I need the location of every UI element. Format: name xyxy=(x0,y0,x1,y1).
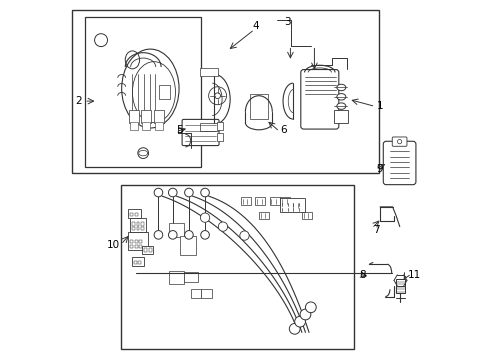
Circle shape xyxy=(214,93,220,99)
Bar xyxy=(135,245,137,248)
Bar xyxy=(149,248,152,252)
Circle shape xyxy=(154,230,163,239)
FancyBboxPatch shape xyxy=(383,141,415,185)
Circle shape xyxy=(201,188,209,197)
Bar xyxy=(132,222,135,226)
Text: 10: 10 xyxy=(106,239,120,249)
Circle shape xyxy=(239,231,249,240)
Bar xyxy=(290,201,301,209)
Text: 4: 4 xyxy=(251,21,258,31)
Bar xyxy=(183,272,198,282)
Bar xyxy=(249,94,267,119)
Bar xyxy=(136,222,139,226)
FancyBboxPatch shape xyxy=(300,69,338,129)
Circle shape xyxy=(294,316,305,327)
FancyBboxPatch shape xyxy=(182,120,219,145)
Bar xyxy=(130,213,133,216)
Bar xyxy=(139,245,142,248)
Bar xyxy=(130,240,133,243)
Bar xyxy=(141,227,144,230)
Circle shape xyxy=(218,222,227,231)
Bar xyxy=(258,212,268,220)
Bar xyxy=(128,232,147,250)
Bar xyxy=(159,85,170,99)
Bar xyxy=(142,246,153,253)
Text: 6: 6 xyxy=(280,125,286,135)
Text: 1: 1 xyxy=(376,102,382,112)
Bar xyxy=(241,197,250,205)
Bar xyxy=(199,68,217,76)
Bar xyxy=(169,271,183,284)
Text: 11: 11 xyxy=(407,270,420,280)
Bar xyxy=(121,185,353,348)
Text: 3: 3 xyxy=(284,17,290,27)
FancyBboxPatch shape xyxy=(391,137,406,146)
Circle shape xyxy=(138,148,148,158)
Bar xyxy=(135,240,137,243)
Circle shape xyxy=(154,188,163,197)
Bar xyxy=(130,122,138,130)
Bar xyxy=(155,122,163,130)
Circle shape xyxy=(184,230,193,239)
Circle shape xyxy=(201,230,209,239)
Bar xyxy=(142,122,150,130)
Ellipse shape xyxy=(336,94,345,100)
Circle shape xyxy=(289,323,300,334)
Circle shape xyxy=(94,34,107,46)
Bar xyxy=(141,222,144,226)
Bar xyxy=(85,17,201,167)
Bar xyxy=(138,261,141,264)
Bar xyxy=(333,110,348,123)
Bar xyxy=(144,248,147,252)
Bar xyxy=(139,240,142,243)
Ellipse shape xyxy=(122,49,179,128)
Bar xyxy=(129,218,145,232)
Bar xyxy=(133,261,136,264)
Bar xyxy=(72,10,378,173)
Bar xyxy=(217,122,223,130)
Text: 7: 7 xyxy=(372,225,379,235)
Bar xyxy=(395,279,404,293)
Bar xyxy=(180,235,196,255)
Circle shape xyxy=(305,302,316,313)
Bar xyxy=(201,289,212,298)
Bar xyxy=(280,198,305,212)
Circle shape xyxy=(300,309,310,320)
Circle shape xyxy=(168,188,177,197)
Bar xyxy=(128,209,140,218)
Bar xyxy=(154,110,163,123)
Circle shape xyxy=(184,188,193,197)
Circle shape xyxy=(200,213,209,222)
Bar xyxy=(255,197,265,205)
Bar xyxy=(130,245,133,248)
Bar xyxy=(280,197,290,205)
Bar xyxy=(301,212,311,220)
Ellipse shape xyxy=(336,103,345,109)
Bar xyxy=(217,133,223,140)
Bar xyxy=(132,227,135,230)
Bar xyxy=(141,110,151,123)
Circle shape xyxy=(397,139,401,144)
Ellipse shape xyxy=(336,84,345,91)
Bar xyxy=(128,110,139,123)
Bar xyxy=(190,289,201,298)
Bar xyxy=(169,223,183,237)
Text: 5: 5 xyxy=(176,125,183,135)
Text: 2: 2 xyxy=(75,96,81,106)
Bar xyxy=(131,257,144,266)
Bar xyxy=(136,227,139,230)
Bar xyxy=(135,213,137,216)
Bar xyxy=(269,197,279,205)
Text: 8: 8 xyxy=(359,270,365,280)
Ellipse shape xyxy=(336,112,345,119)
Text: 9: 9 xyxy=(376,164,382,174)
Circle shape xyxy=(168,230,177,239)
Bar xyxy=(199,123,217,131)
